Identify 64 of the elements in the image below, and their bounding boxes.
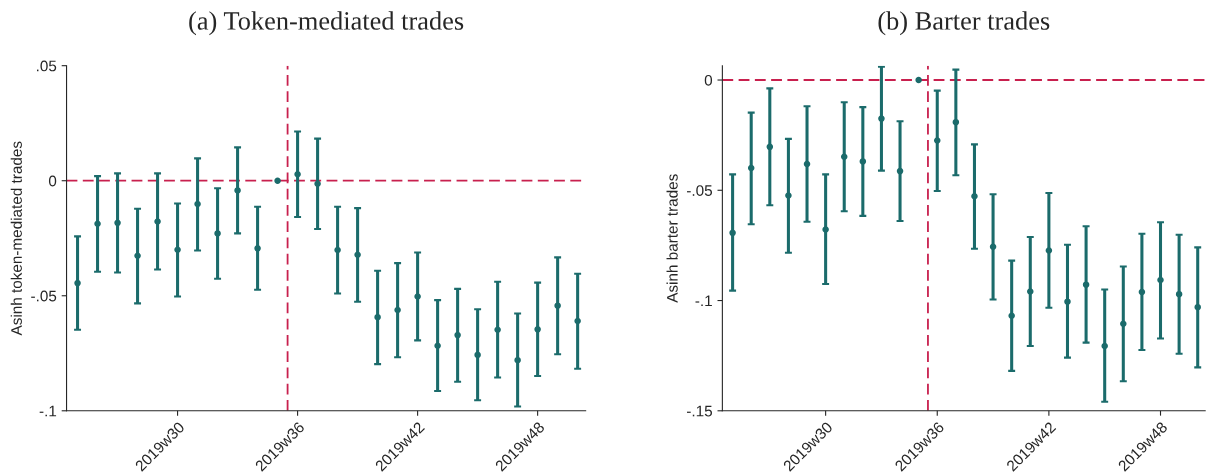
point	[94, 220, 101, 227]
point	[766, 143, 774, 151]
y-tick-label: .05	[36, 60, 57, 72]
point	[454, 331, 461, 339]
point	[154, 218, 161, 225]
y-axis-title: Asinh token-mediated trades	[10, 141, 22, 336]
point	[74, 279, 81, 287]
point	[174, 246, 181, 253]
chart-title: (b) Barter trades	[878, 11, 1050, 36]
point	[514, 356, 521, 364]
point	[1101, 342, 1108, 350]
point	[574, 317, 581, 325]
y-tick-label: -.1	[695, 295, 712, 307]
point	[194, 200, 201, 208]
chart-title: (a) Token-mediated trades	[189, 11, 464, 36]
point	[896, 167, 904, 175]
point	[474, 351, 481, 359]
y-tick-label: 0	[704, 74, 713, 86]
point	[1138, 288, 1146, 296]
point	[1157, 276, 1164, 284]
point	[878, 115, 885, 122]
point	[1194, 303, 1201, 311]
point	[1064, 298, 1071, 305]
point	[314, 180, 321, 187]
point	[747, 164, 755, 172]
point	[803, 160, 811, 168]
point	[1082, 281, 1090, 288]
point	[434, 342, 441, 349]
y-tick-label: 0	[48, 175, 57, 187]
point	[971, 192, 978, 200]
point	[1120, 320, 1127, 327]
point	[414, 293, 421, 300]
point	[494, 326, 501, 334]
point	[254, 245, 261, 252]
point	[934, 137, 941, 144]
y-axis-title: Asinh barter trades	[666, 174, 678, 303]
point	[1045, 247, 1053, 254]
point	[394, 306, 401, 314]
point	[534, 326, 541, 333]
point	[729, 229, 736, 237]
y-tick-label: -.05	[31, 290, 57, 302]
y-tick-label: -.1	[39, 405, 57, 417]
y-tick-label: -.15	[687, 405, 713, 417]
point	[915, 76, 922, 84]
point	[785, 192, 792, 199]
point	[114, 219, 121, 227]
point	[952, 118, 960, 126]
point	[294, 171, 301, 178]
point	[354, 251, 361, 259]
point	[134, 252, 141, 259]
point	[374, 313, 381, 321]
point	[334, 246, 341, 254]
point	[822, 226, 829, 233]
point	[1008, 312, 1015, 319]
point	[989, 243, 997, 250]
point	[214, 230, 221, 237]
point	[1027, 288, 1034, 295]
point	[859, 158, 867, 165]
point	[274, 177, 281, 184]
point	[1175, 290, 1183, 298]
point	[234, 187, 241, 194]
point	[840, 153, 848, 161]
y-tick-label: -.05	[687, 185, 713, 196]
point	[554, 302, 561, 309]
